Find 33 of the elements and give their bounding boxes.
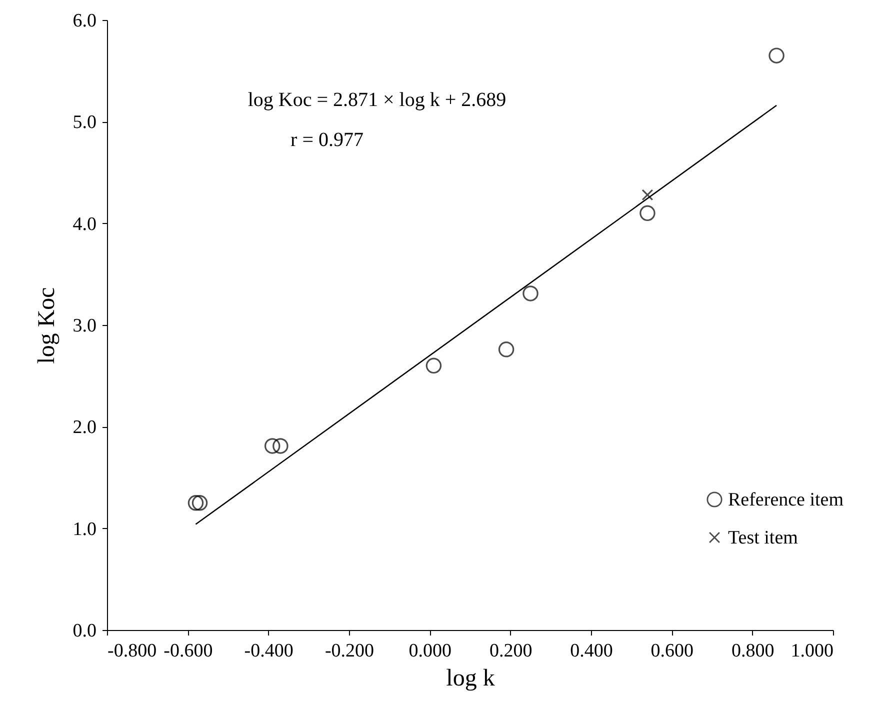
y-tick-label: 1.0	[72, 518, 96, 540]
point	[192, 495, 208, 511]
point	[522, 286, 538, 302]
x-tick-label: -0.600	[164, 640, 213, 662]
point	[426, 358, 442, 374]
point	[768, 48, 784, 64]
x-tick-label: -0.800	[108, 640, 157, 662]
x-tick-label: 0.600	[650, 640, 694, 662]
y-tick-label: 5.0	[72, 112, 96, 134]
legend-label: Test item	[728, 528, 798, 548]
x-tick-label: -0.400	[244, 640, 294, 662]
x-tick-label: 0.800	[731, 640, 774, 662]
x-tick-label: 0.000	[408, 640, 452, 662]
annotation: log Koc = 2.871 × log k + 2.689	[248, 89, 506, 111]
point	[642, 189, 654, 201]
y-tick-label: 6.0	[72, 10, 96, 32]
y-tick-label: 3.0	[72, 316, 96, 336]
legend-label: Reference item	[728, 490, 844, 510]
point	[272, 438, 288, 454]
x-tick-label: 0.200	[489, 640, 532, 662]
y-axis-title: log Koc	[34, 287, 60, 364]
x-tick-label: 0.400	[570, 640, 613, 662]
point	[640, 205, 656, 222]
annotation: r = 0.977	[290, 129, 364, 151]
x-axis-title: log k	[446, 666, 495, 692]
point	[188, 495, 204, 511]
point	[264, 438, 280, 454]
y-tick-label: 4.0	[72, 214, 96, 235]
y-tick-label: 2.0	[72, 417, 96, 438]
y-tick-label: 0.0	[72, 620, 96, 642]
x-tick-label: 1.000	[790, 640, 834, 662]
x-tick-label: -0.200	[324, 640, 374, 662]
point	[498, 342, 514, 358]
